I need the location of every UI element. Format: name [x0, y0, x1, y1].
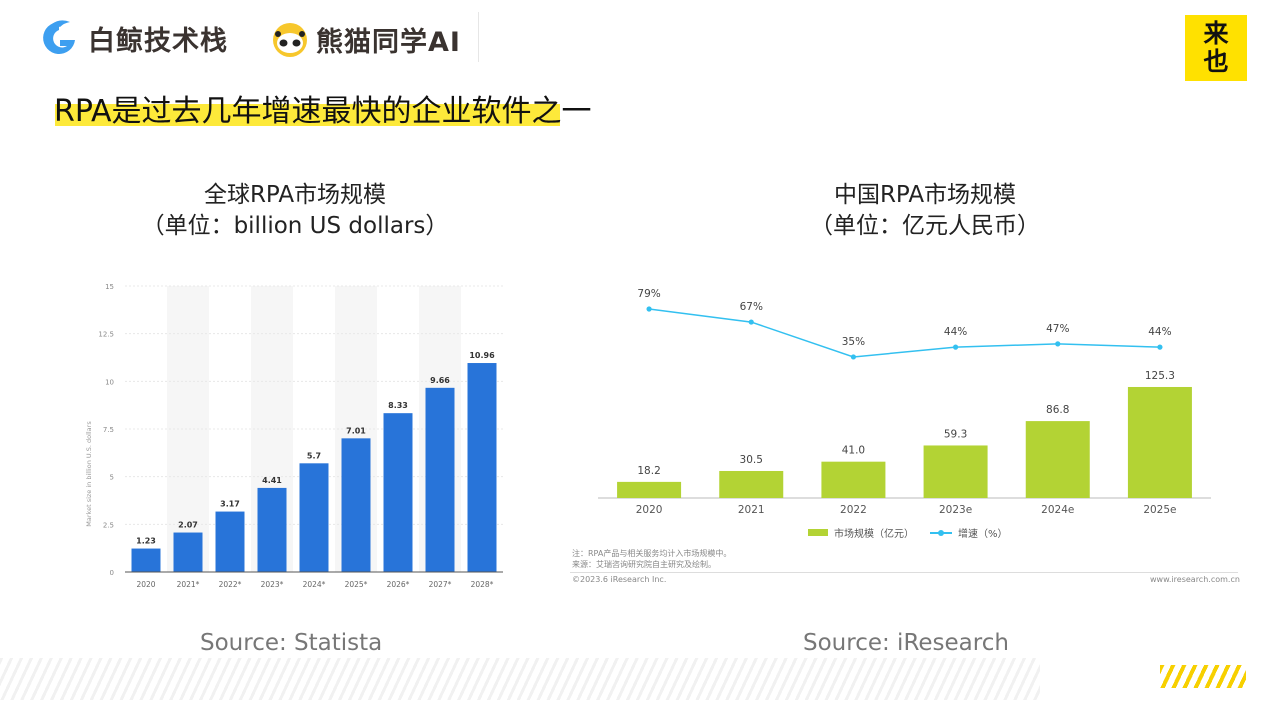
- baijing-logo: 白鲸技术栈: [38, 18, 228, 58]
- bar: [719, 470, 784, 498]
- bar-value-label: 125.3: [1145, 370, 1175, 382]
- growth-label: 44%: [944, 326, 967, 338]
- legend-bar-label: 市场规模（亿元）: [834, 529, 914, 540]
- bar-value-label: 18.2: [637, 465, 660, 477]
- x-tick-label: 2022: [840, 504, 867, 516]
- right-footer-divider: [570, 572, 1238, 573]
- x-tick-label: 2021: [738, 504, 765, 516]
- y-tick-label: 12.5: [98, 331, 114, 339]
- yellow-stripes: [1160, 665, 1246, 688]
- whale-logo-icon: [43, 20, 75, 54]
- x-tick-label: 2023*: [261, 580, 284, 589]
- growth-point: [646, 306, 652, 312]
- copyright: ©2023.6 iResearch Inc.: [572, 575, 667, 584]
- bar-value-label: 41.0: [842, 445, 865, 457]
- bar-value-label: 1.23: [136, 537, 156, 546]
- growth-point: [748, 319, 754, 325]
- title-highlight: [55, 104, 560, 126]
- bar: [173, 532, 203, 572]
- y-tick-label: 15: [105, 283, 114, 291]
- bar-value-label: 3.17: [220, 500, 240, 509]
- bar: [383, 413, 413, 572]
- bar-value-label: 8.33: [388, 401, 408, 410]
- panda-logo-icon: [273, 22, 307, 57]
- x-tick-label: 2024e: [1041, 504, 1074, 516]
- right-legend: 市场规模（亿元） 增速（%）: [808, 525, 1008, 540]
- bottom-stripe-band: [0, 658, 1040, 700]
- x-tick-label: 2026*: [387, 580, 410, 589]
- bar-value-label: 10.96: [469, 351, 495, 360]
- y-tick-label: 2.5: [103, 521, 114, 529]
- right-chart-heading: 中国RPA市场规模 （单位：亿元人民币）: [750, 180, 1100, 242]
- legend-bar-swatch: [808, 529, 828, 536]
- logo2-text: 熊猫同学AI: [316, 27, 461, 58]
- header-divider: [478, 12, 479, 62]
- x-tick-label: 2021*: [177, 580, 200, 589]
- bar: [467, 363, 497, 572]
- growth-label: 67%: [740, 301, 763, 313]
- x-tick-label: 2027*: [429, 580, 452, 589]
- growth-label: 44%: [1148, 326, 1171, 338]
- growth-point: [1055, 341, 1061, 347]
- x-tick-label: 2024*: [303, 580, 326, 589]
- left-source: Source: Statista: [200, 630, 383, 656]
- panda-logo: 熊猫同学AI: [272, 20, 461, 59]
- bar-value-label: 4.41: [262, 476, 282, 485]
- y-tick-label: 0: [110, 569, 114, 577]
- y-tick-label: 7.5: [103, 426, 114, 434]
- x-tick-label: 2022*: [219, 580, 242, 589]
- bar-value-label: 7.01: [346, 426, 366, 435]
- bar: [923, 445, 988, 498]
- bar: [821, 461, 886, 498]
- left-chart-title: 全球RPA市场规模: [203, 182, 387, 208]
- x-tick-label: 2025e: [1143, 504, 1176, 516]
- x-tick-label: 2023e: [939, 504, 972, 516]
- logo1-text: 白鲸技术栈: [88, 25, 228, 57]
- bar-value-label: 2.07: [178, 521, 198, 530]
- growth-point: [1157, 344, 1163, 350]
- right-source: Source: iResearch: [803, 630, 1009, 656]
- y-tick-label: 5: [110, 474, 114, 482]
- x-tick-label: 2025*: [345, 580, 368, 589]
- legend-line-swatch: [930, 529, 952, 536]
- left-chart-heading: 全球RPA市场规模 （单位：billion US dollars）: [120, 180, 470, 242]
- bar-value-label: 5.7: [307, 451, 321, 460]
- bar-value-label: 9.66: [430, 376, 450, 385]
- bar: [425, 387, 455, 572]
- growth-label: 79%: [637, 288, 660, 300]
- bar: [341, 438, 371, 572]
- bar: [299, 463, 329, 572]
- y-tick-label: 10: [105, 378, 114, 386]
- right-chart-subtitle: （单位：亿元人民币）: [810, 213, 1040, 239]
- growth-label: 35%: [842, 336, 865, 348]
- note-line-1: 注：RPA产品与相关服务均计入市场规模中。: [572, 549, 732, 558]
- growth-point: [850, 354, 857, 360]
- bar: [617, 481, 682, 498]
- growth-point: [952, 344, 959, 350]
- growth-label: 47%: [1046, 323, 1069, 335]
- right-chart-title: 中国RPA市场规模: [833, 182, 1017, 208]
- x-tick-label: 2028*: [471, 580, 494, 589]
- bar: [215, 511, 245, 572]
- bar-value-label: 30.5: [740, 454, 763, 466]
- bar: [257, 487, 287, 572]
- growth-line: [648, 308, 1160, 358]
- left-chart-subtitle: （单位：billion US dollars）: [141, 213, 449, 239]
- bar: [1127, 386, 1192, 498]
- laiye-brand-badge: 来也: [1185, 15, 1247, 81]
- x-tick-label: 2020: [636, 504, 663, 516]
- bar-value-label: 59.3: [944, 428, 967, 440]
- right-note: 注：RPA产品与相关服务均计入市场规模中。 来源：艾瑞咨询研究院自主研究及绘制。: [572, 548, 731, 570]
- page-title: RPA是过去几年增速最快的企业软件之一: [54, 94, 592, 129]
- bar: [1025, 421, 1090, 498]
- bar-value-label: 86.8: [1046, 404, 1069, 416]
- note-line-2: 来源：艾瑞咨询研究院自主研究及绘制。: [572, 560, 716, 569]
- website: www.iresearch.com.cn: [1150, 575, 1240, 584]
- legend-line-label: 增速（%）: [958, 529, 1008, 540]
- x-tick-label: 2020: [136, 580, 155, 589]
- bar: [131, 548, 161, 572]
- y-axis-label: Market size in billion U.S. dollars: [85, 421, 93, 527]
